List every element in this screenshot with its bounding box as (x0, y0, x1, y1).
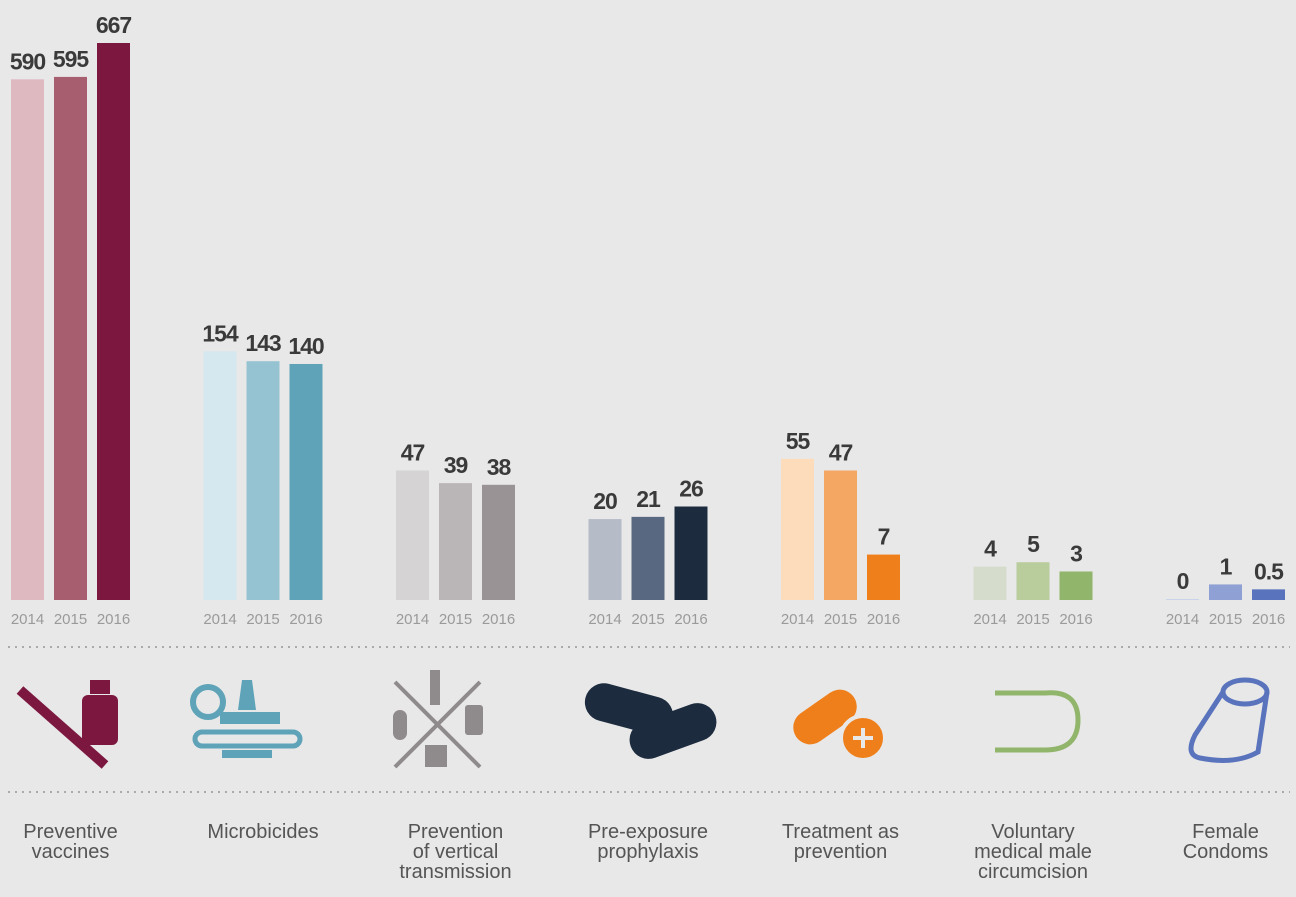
bar (867, 554, 900, 600)
value-label: 39 (444, 452, 468, 478)
icon-microbicide (190, 680, 303, 758)
bar (1016, 562, 1050, 600)
value-label: 47 (401, 440, 425, 466)
value-label: 47 (829, 440, 853, 466)
bar (203, 351, 237, 600)
year-label: 2015 (1016, 611, 1049, 628)
value-label: 4 (984, 536, 997, 562)
value-label: 20 (593, 488, 617, 514)
year-label: 2016 (482, 611, 515, 628)
icon-vertical (393, 670, 483, 769)
year-label: 2016 (1059, 611, 1092, 628)
year-label: 2016 (867, 611, 900, 628)
value-label: 21 (636, 486, 661, 512)
category-label: Voluntary medical male circumcision (974, 821, 1092, 883)
bar (824, 470, 857, 600)
bar (11, 79, 44, 601)
year-label: 2015 (54, 611, 87, 628)
category-label: Pre-exposure prophylaxis (587, 821, 709, 863)
value-label: 590 (10, 48, 46, 74)
bar (1209, 584, 1242, 600)
year-label: 2015 (439, 611, 472, 628)
value-label: 143 (245, 330, 281, 356)
category-label: Preventive vaccines (23, 821, 118, 863)
year-label: 2014 (11, 611, 44, 628)
category-label: Female Condoms (1182, 821, 1269, 863)
value-label: 140 (288, 333, 324, 359)
icon-vaccine (16, 680, 118, 769)
bar (674, 506, 708, 600)
value-label: 0 (1177, 568, 1189, 594)
bar (973, 566, 1007, 600)
category-label: Microbicides (207, 821, 319, 843)
year-label: 2015 (246, 611, 279, 628)
bar (246, 361, 280, 600)
value-label: 7 (878, 524, 890, 550)
year-label: 2014 (1166, 611, 1199, 628)
icon-vmmc (995, 690, 1081, 753)
bar (1166, 599, 1199, 600)
bar (97, 43, 130, 600)
icon-prep (584, 683, 717, 759)
year-label: 2015 (1209, 611, 1242, 628)
year-label: 2014 (203, 611, 236, 628)
bar (54, 76, 87, 600)
category-label: Treatment as prevention (781, 821, 900, 863)
bar (289, 363, 323, 600)
bar (631, 516, 665, 600)
bar (1059, 571, 1093, 600)
value-label: 154 (202, 320, 239, 346)
value-label: 595 (53, 46, 90, 72)
year-label: 2014 (781, 611, 814, 628)
value-label: 55 (786, 428, 811, 454)
year-label: 2016 (289, 611, 322, 628)
icon-treatment (793, 689, 887, 762)
bar (396, 470, 429, 600)
bar (588, 519, 622, 600)
value-label: 3 (1070, 540, 1082, 566)
year-label: 2014 (973, 611, 1006, 628)
year-label: 2016 (674, 611, 707, 628)
value-label: 5 (1027, 531, 1040, 557)
year-label: 2015 (824, 611, 857, 628)
value-label: 667 (96, 12, 132, 38)
value-label: 1 (1220, 553, 1233, 579)
year-label: 2016 (97, 611, 130, 628)
year-label: 2014 (396, 611, 429, 628)
bar (482, 484, 515, 600)
value-label: 0.5 (1254, 558, 1284, 584)
year-label: 2015 (631, 611, 664, 628)
category-label: Prevention of vertical transmission (399, 821, 512, 883)
value-label: 38 (487, 454, 512, 480)
year-label: 2014 (588, 611, 621, 628)
year-label: 2016 (1252, 611, 1285, 628)
bar (1252, 589, 1285, 600)
value-label: 26 (679, 475, 703, 501)
bar (781, 458, 814, 600)
bar (439, 483, 472, 600)
icon-condom (1188, 677, 1270, 763)
